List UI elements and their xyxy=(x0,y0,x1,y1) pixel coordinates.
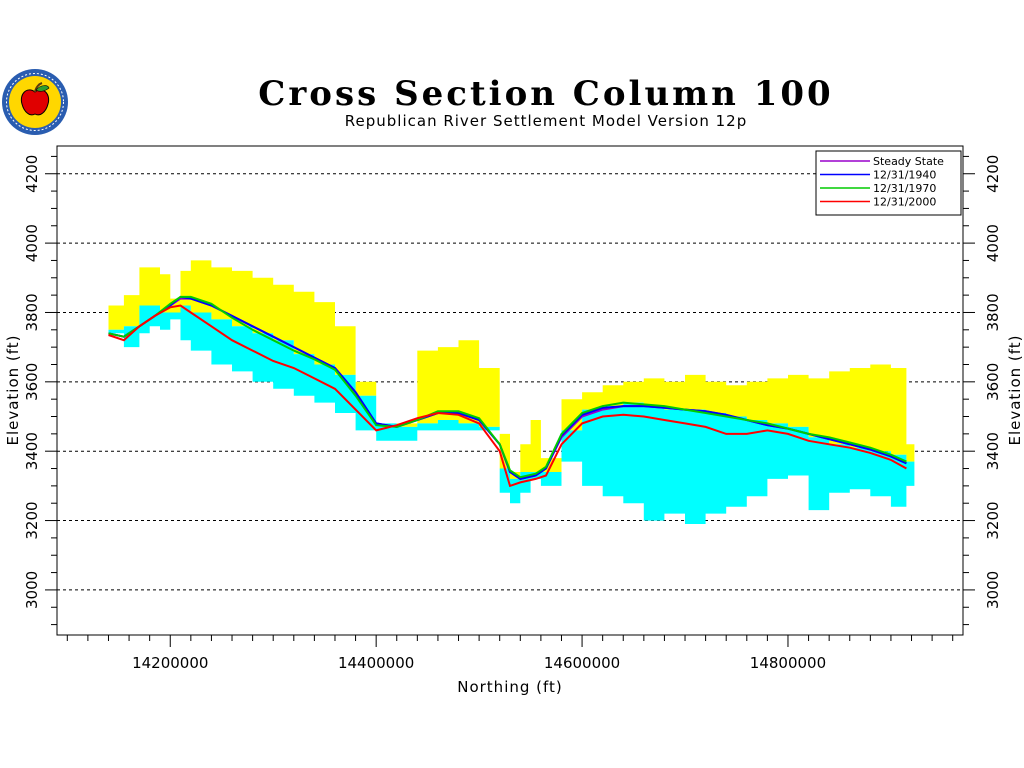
y-tick-label-left: 3400 xyxy=(23,432,41,470)
x-tick-label: 14400000 xyxy=(338,654,414,672)
y-axis-label-right: Elevation (ft) xyxy=(1006,334,1024,445)
y-axis-label-left: Elevation (ft) xyxy=(4,334,22,445)
y-tick-label-right: 3400 xyxy=(984,432,1002,470)
y-tick-label-left: 3800 xyxy=(23,293,41,331)
y-tick-label-right: 4000 xyxy=(984,224,1002,262)
legend-label-1: 12/31/1940 xyxy=(873,169,936,182)
series-line-2 xyxy=(108,295,907,479)
layer-1-area xyxy=(108,260,915,479)
head-lines xyxy=(108,295,907,488)
y-tick-label-left: 3600 xyxy=(23,363,41,401)
x-tick-label: 14800000 xyxy=(750,654,826,672)
y-tick-label-left: 3200 xyxy=(23,501,41,539)
y-tick-label-right: 3800 xyxy=(984,293,1002,331)
apple-icon xyxy=(20,89,50,116)
axis-ticks: 14200000 14400000 14600000 14800000 3000 3000… xyxy=(23,155,1002,672)
layer-areas xyxy=(108,260,915,524)
y-tick-label-left: 4000 xyxy=(23,224,41,262)
apple-stem-icon xyxy=(34,82,43,93)
legend: Steady State12/31/194012/31/197012/31/20… xyxy=(815,150,962,216)
legend-label-3: 12/31/2000 xyxy=(873,196,936,209)
series-line-3 xyxy=(108,304,907,488)
y-tick-label-right: 3600 xyxy=(984,363,1002,401)
y-tick-label-left: 3000 xyxy=(23,571,41,609)
legend-label-2: 12/31/1970 xyxy=(873,182,936,195)
legend-label-0: Steady State xyxy=(873,155,944,168)
y-tick-label-right: 4200 xyxy=(984,155,1002,193)
y-tick-label-right: 3000 xyxy=(984,571,1002,609)
layer-2-area xyxy=(108,305,915,524)
plot-frame xyxy=(56,145,964,636)
x-axis-label: Northing (ft) xyxy=(457,678,563,696)
chart-subtitle: Republican River Settlement Model Versio… xyxy=(345,112,747,130)
x-tick-label: 14200000 xyxy=(132,654,208,672)
y-tick-label-left: 4200 xyxy=(23,155,41,193)
chart-title: Cross Section Column 100 xyxy=(258,74,833,114)
x-tick-label: 14600000 xyxy=(544,654,620,672)
seal-text-ring xyxy=(6,73,64,131)
state-seal-logo xyxy=(2,69,68,135)
apple-leaf-icon xyxy=(35,85,50,92)
y-tick-label-right: 3200 xyxy=(984,501,1002,539)
